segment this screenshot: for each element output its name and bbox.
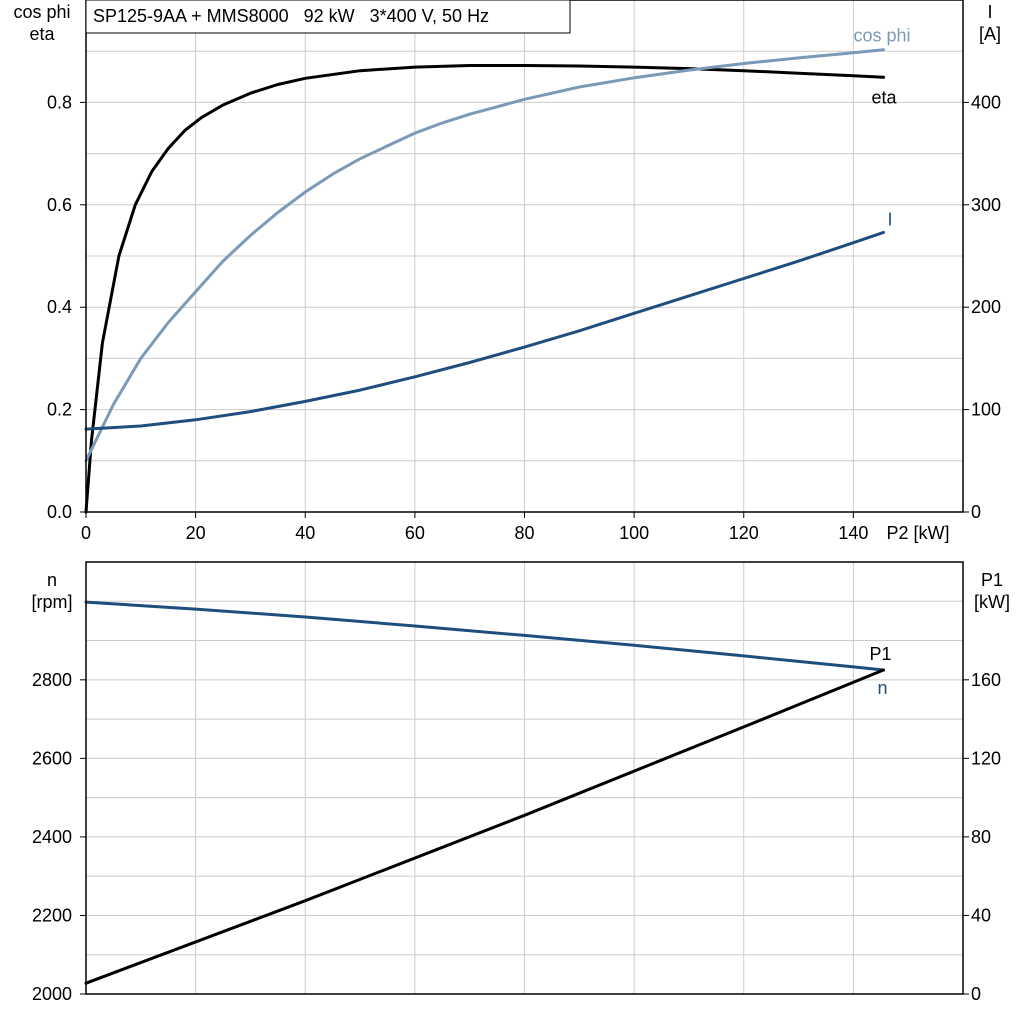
axis-label-line: [kW]: [974, 592, 1010, 612]
axis-label-line: eta: [29, 24, 55, 44]
axis-label-line: cos phi: [13, 2, 70, 22]
y-left-tick-label: 2800: [32, 670, 72, 690]
top-left-axis-label: cos phi eta: [13, 2, 70, 44]
chart-title-box: [85, 0, 571, 34]
x-tick-label: 140: [838, 523, 868, 543]
top-right-axis-label: I [A]: [979, 2, 1001, 44]
x-tick-label: 40: [295, 523, 315, 543]
series-label-n: n: [878, 678, 888, 698]
y-left-tick-label: 2400: [32, 827, 72, 847]
y-left-tick-label: 0.8: [47, 92, 72, 112]
x-tick-label: 100: [619, 523, 649, 543]
series-label-cos-phi: cos phi: [854, 26, 911, 46]
y-right-tick-label: 160: [971, 670, 1001, 690]
y-right-tick-label: 200: [971, 297, 1001, 317]
top-panel: 0.0 0.2 0.4 0.6 0.8 0 100 200 300 400 0 20 40 60 80 1…: [13, 0, 1001, 543]
x-tick-label: 0: [81, 523, 91, 543]
top-grid: [86, 0, 963, 512]
x-tick-label: 120: [729, 523, 759, 543]
top-series-group: [84, 48, 885, 514]
y-right-tick-label: 0: [971, 502, 981, 522]
top-x-axis-label: P2 [kW]: [886, 523, 949, 543]
y-left-tick-label: 0.6: [47, 195, 72, 215]
series-label-p1: P1: [870, 644, 892, 664]
axis-label-line: [rpm]: [31, 592, 72, 612]
series-line-n: [84, 600, 885, 672]
y-left-tick-label: 0.4: [47, 297, 72, 317]
axis-label-line: n: [47, 570, 57, 590]
axis-label-line: [A]: [979, 24, 1001, 44]
y-right-tick-label: 40: [971, 905, 991, 925]
bottom-grid: [86, 562, 963, 994]
bottom-right-ticks: 0 40 80 120 160: [963, 670, 1001, 1004]
y-right-tick-label: 120: [971, 748, 1001, 768]
top-left-ticks: 0.0 0.2 0.4 0.6 0.8: [47, 92, 86, 522]
bottom-series-group: [84, 600, 885, 985]
series-line-p1: [84, 668, 885, 985]
top-series-labels: eta cos phi I: [854, 26, 911, 230]
y-right-tick-label: 300: [971, 195, 1001, 215]
x-tick-label: 80: [514, 523, 534, 543]
y-right-tick-label: 400: [971, 92, 1001, 112]
y-right-tick-label: 80: [971, 827, 991, 847]
series-line-cos-phi: [84, 48, 885, 463]
y-left-tick-label: 2000: [32, 984, 72, 1004]
series-label-i: I: [888, 209, 893, 229]
series-label-eta: eta: [872, 87, 898, 107]
bottom-series-labels: n P1: [870, 644, 892, 698]
axis-label-line: I: [987, 2, 992, 22]
y-left-tick-label: 2200: [32, 905, 72, 925]
bottom-left-ticks: 2000 2200 2400 2600 2800: [32, 670, 86, 1004]
y-left-tick-label: 0.2: [47, 400, 72, 420]
x-tick-label: 20: [186, 523, 206, 543]
bottom-left-axis-label: n [rpm]: [31, 570, 72, 612]
top-right-ticks: 0 100 200 300 400: [963, 92, 1001, 522]
y-right-tick-label: 100: [971, 400, 1001, 420]
top-x-ticks: 0 20 40 60 80 100 120 140: [81, 512, 868, 543]
chart-title: SP125-9AA + MMS8000 92 kW 3*400 V, 50 Hz: [93, 6, 489, 26]
y-right-tick-label: 0: [971, 984, 981, 1004]
y-left-tick-label: 2600: [32, 748, 72, 768]
bottom-right-axis-label: P1 [kW]: [974, 570, 1010, 612]
x-tick-label: 60: [405, 523, 425, 543]
bottom-plot-frame: [85, 561, 964, 995]
y-left-tick-label: 0.0: [47, 502, 72, 522]
axis-label-line: P1: [981, 570, 1003, 590]
series-line-i: [84, 230, 885, 431]
